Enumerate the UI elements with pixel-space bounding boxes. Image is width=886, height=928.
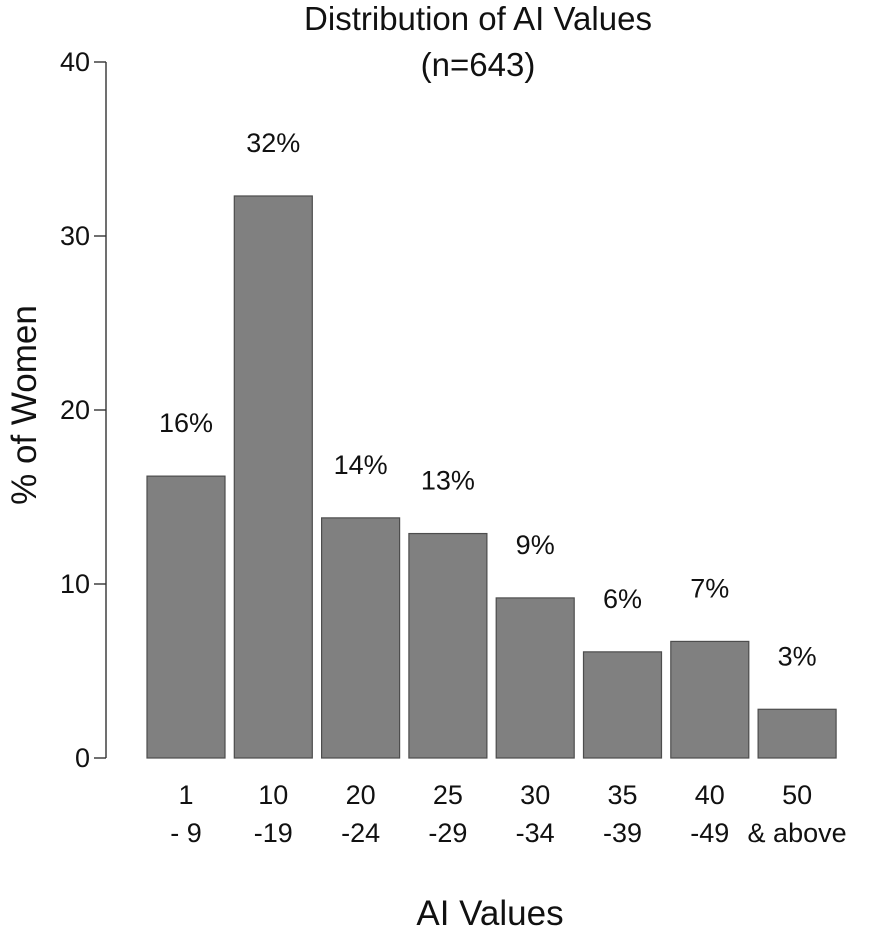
- bar: [146, 475, 226, 759]
- data-labels-group: 16% 32% 14% 13% 9% 6% 7% 3%: [159, 128, 817, 671]
- bar: [321, 517, 401, 759]
- bar-data-label: 9%: [516, 530, 555, 560]
- x-tick-label: 35 -39: [603, 780, 642, 848]
- x-tick-labels-group: 1- 9 10 -19 20 -24 25 -29 30 -34 35 -39 40 -49 50 & ab…: [170, 780, 846, 848]
- x-tick-label: 1- 9: [170, 780, 202, 848]
- y-tick-label: 30: [60, 221, 90, 251]
- bars-group: [146, 195, 837, 759]
- x-tick-label: 20 -24: [341, 780, 380, 848]
- x-tick-label: 50 & above: [748, 780, 847, 848]
- y-tick-label: 40: [60, 47, 90, 77]
- x-tick-label: 10 -19: [254, 780, 293, 848]
- x-tick-label: 25 -29: [428, 780, 467, 848]
- x-tick-label: 40 -49: [690, 780, 729, 848]
- x-axis-title: AI Values: [416, 894, 563, 928]
- y-axis: 0 10 20 30 40: [60, 47, 107, 773]
- bar: [408, 532, 488, 759]
- bar: [757, 708, 837, 759]
- bar-data-label: 7%: [690, 573, 729, 603]
- bar-data-label: 6%: [603, 584, 642, 614]
- x-tick-label: 30 -34: [516, 780, 555, 848]
- bar-data-label: 16%: [159, 408, 213, 438]
- y-tick-label: 20: [60, 395, 90, 425]
- y-tick-label: 10: [60, 569, 90, 599]
- bar: [233, 195, 313, 759]
- bar-data-label: 3%: [778, 641, 817, 671]
- y-tick-label: 0: [75, 743, 90, 773]
- bar-data-label: 32%: [246, 128, 300, 158]
- bar-data-label: 13%: [421, 466, 475, 496]
- chart-title: Distribution of AI Values: [304, 0, 652, 37]
- chart-subtitle: (n=643): [421, 46, 536, 83]
- bar: [670, 640, 750, 759]
- y-axis-title: % of Women: [5, 305, 44, 505]
- bar: [582, 651, 663, 759]
- bar: [495, 597, 575, 759]
- bar-data-label: 14%: [334, 450, 388, 480]
